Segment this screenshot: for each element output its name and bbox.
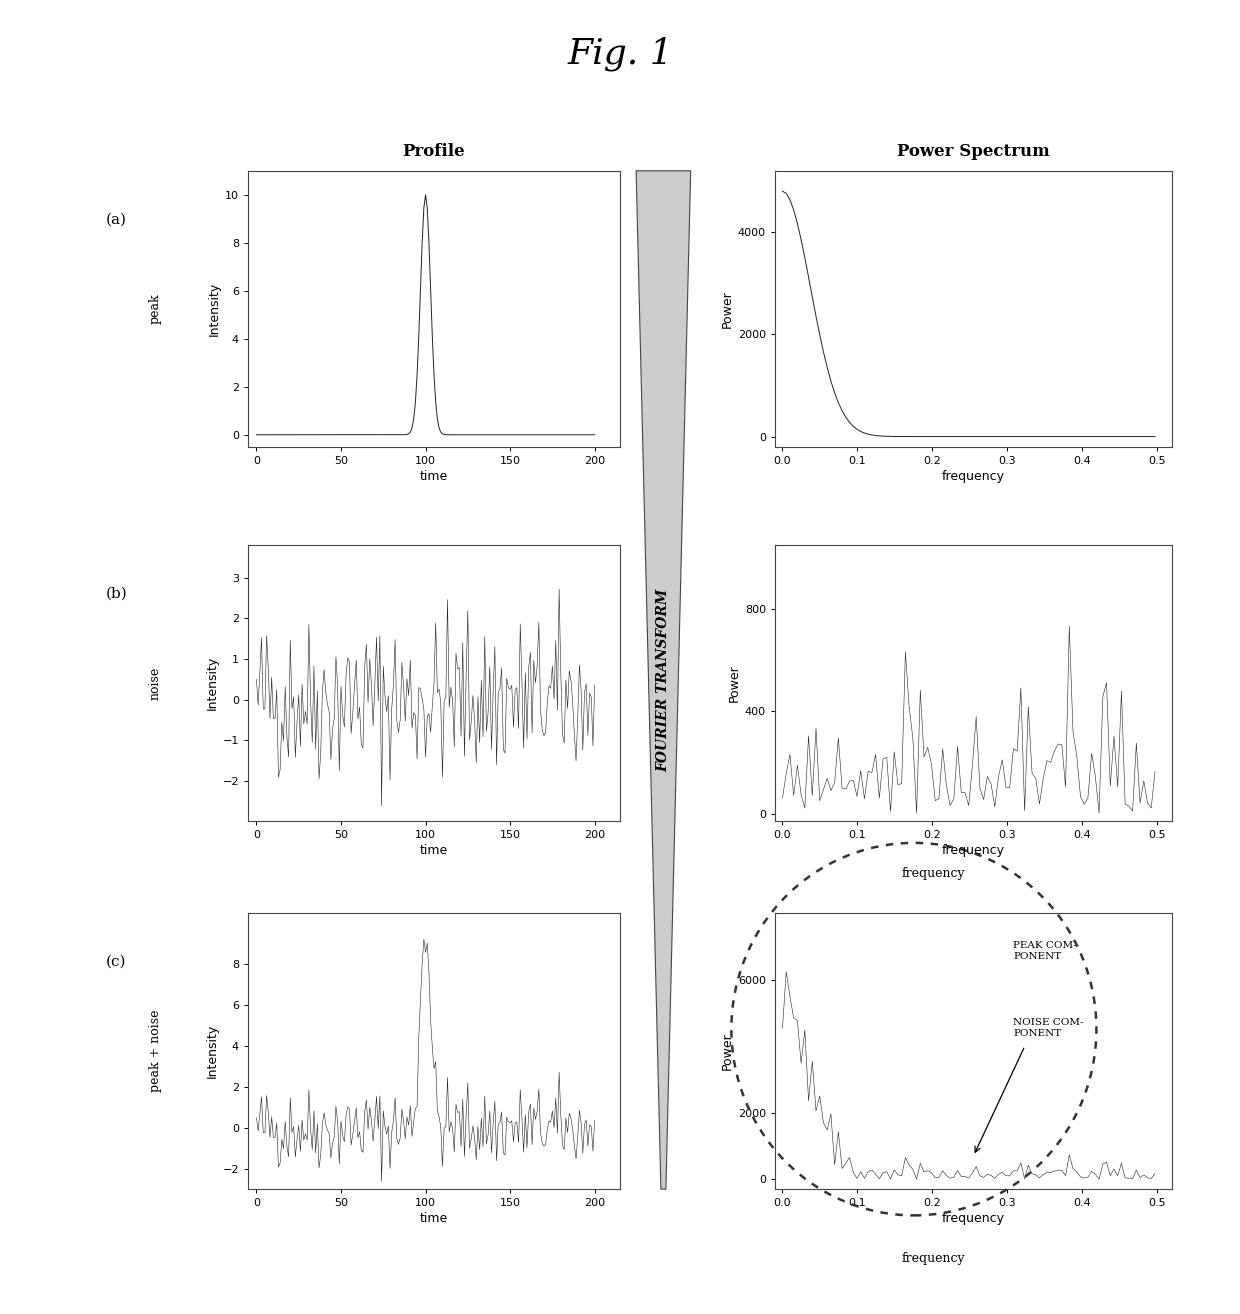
Text: PEAK COM-
PONENT: PEAK COM- PONENT (1013, 941, 1076, 961)
X-axis label: time: time (420, 470, 448, 484)
Y-axis label: Power: Power (720, 1033, 734, 1070)
Text: (a): (a) (105, 213, 126, 226)
Text: Fig. 1: Fig. 1 (567, 37, 673, 71)
Text: frequency: frequency (901, 1252, 966, 1265)
Text: (b): (b) (105, 586, 128, 600)
Y-axis label: Intensity: Intensity (206, 656, 218, 711)
X-axis label: frequency: frequency (942, 1213, 1004, 1226)
X-axis label: time: time (420, 845, 448, 858)
Text: FOURIER TRANSFORM: FOURIER TRANSFORM (656, 589, 671, 771)
Text: (c): (c) (105, 954, 126, 968)
Y-axis label: Intensity: Intensity (208, 281, 221, 336)
Text: peak: peak (149, 293, 161, 325)
Y-axis label: Power: Power (720, 290, 734, 327)
Text: Power Spectrum: Power Spectrum (897, 143, 1050, 160)
Text: noise: noise (149, 666, 161, 700)
Y-axis label: Intensity: Intensity (206, 1024, 218, 1079)
Text: frequency: frequency (901, 867, 966, 880)
X-axis label: time: time (420, 1213, 448, 1226)
Text: peak + noise: peak + noise (149, 1010, 161, 1092)
Text: NOISE COM-
PONENT: NOISE COM- PONENT (1013, 1018, 1084, 1038)
X-axis label: frequency: frequency (942, 845, 1004, 858)
Text: Profile: Profile (403, 143, 465, 160)
X-axis label: frequency: frequency (942, 470, 1004, 484)
Y-axis label: Power: Power (728, 665, 740, 702)
